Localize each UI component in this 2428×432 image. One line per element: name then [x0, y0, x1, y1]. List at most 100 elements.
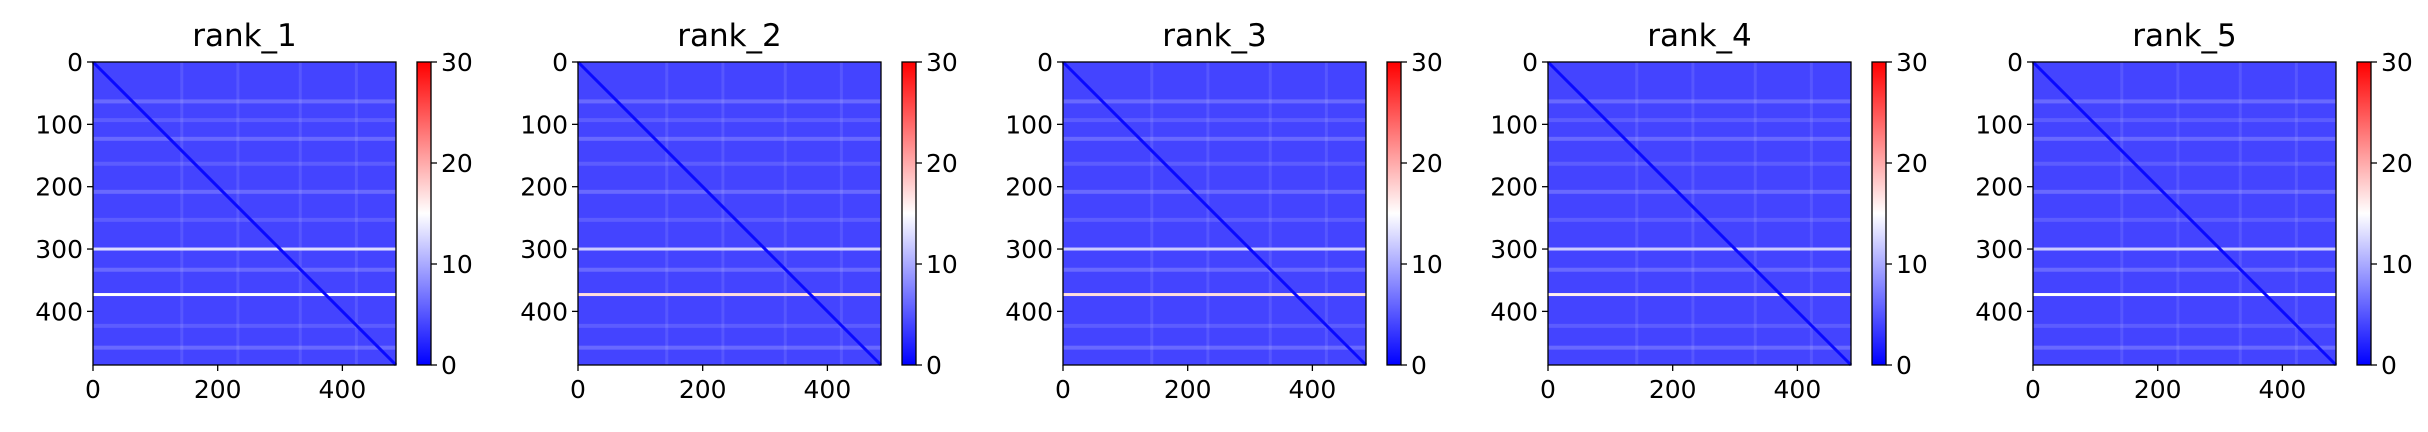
heatmap-col-band: [839, 62, 843, 365]
heatmap-row-band: [2033, 217, 2336, 222]
x-tick-label: 200: [2134, 375, 2182, 404]
y-tick-label: 100: [35, 110, 83, 139]
x-tick-label: 400: [319, 375, 367, 404]
x-tick-label: 0: [85, 375, 101, 404]
colorbar-tick-label: 10: [441, 250, 473, 279]
heatmap-col-band: [1324, 62, 1328, 365]
heatmap-row-band: [93, 161, 396, 166]
heatmap-row-band: [1063, 99, 1366, 104]
y-tick-label: 300: [1975, 235, 2023, 264]
heatmap-row-band: [578, 267, 881, 272]
panel-title: rank_2: [677, 18, 782, 54]
axes-frame: [577, 61, 882, 366]
colorbar-tick-label: 20: [1896, 149, 1928, 178]
heatmap-row-band: [2033, 189, 2336, 194]
heatmap-row-band: [93, 136, 396, 141]
heatmap-diagonal: [2031, 60, 2338, 367]
heatmap-row-band: [578, 345, 881, 350]
heatmap-row-band: [1063, 323, 1366, 328]
heatmap-row-band: [1548, 345, 1851, 350]
axes-frame: [1547, 61, 1852, 366]
colorbar-tick-label: 10: [1896, 250, 1928, 279]
colorbar: [1386, 61, 1402, 366]
y-tick-label: 400: [1005, 297, 1053, 326]
colorbar: [1871, 61, 1887, 366]
y-tick-label: 300: [35, 235, 83, 264]
heatmap-row-band: [2033, 118, 2336, 123]
heatmap-col-band: [1809, 62, 1813, 365]
heatmap-row-band: [578, 161, 881, 166]
heatmap-diagonal: [1061, 60, 1368, 367]
heatmap-feature-row: [1548, 293, 1851, 297]
heatmap-panel-1: rank_1 0 100 200 300 400 0 200 400 0 10 20 30: [35, 18, 473, 404]
heatmap-feature-row: [1548, 247, 1851, 251]
heatmap-row-band: [93, 323, 396, 328]
colorbar-tick-label: 20: [1411, 149, 1443, 178]
x-tick-label: 0: [570, 375, 586, 404]
heatmap-panel-3: rank_3 0 100 200 300 400 0 200 400 0 10 20 30: [1005, 18, 1443, 404]
heatmap-feature-row: [578, 247, 881, 251]
heatmap-panel-5: rank_5 0 100 200 300 400 0 200 400 0 10 20 30: [1975, 18, 2413, 404]
y-tick-label: 400: [35, 297, 83, 326]
heatmap-row-band: [93, 189, 396, 194]
y-tick-label: 300: [1490, 235, 1538, 264]
heatmap-row-band: [2033, 136, 2336, 141]
heatmap-col-band: [298, 62, 302, 365]
heatmap-row-band: [1548, 99, 1851, 104]
axes-frame: [2032, 61, 2337, 366]
heatmap-feature-row: [93, 247, 396, 251]
colorbar-tick-label: 30: [441, 48, 473, 77]
heatmap-row-band: [2033, 161, 2336, 166]
heatmap-row-band: [1548, 323, 1851, 328]
heatmap-diagonal: [1546, 60, 1853, 367]
heatmap-row-band: [578, 189, 881, 194]
heatmap-row-band: [1063, 345, 1366, 350]
colorbar-tick-label: 0: [1411, 351, 1427, 380]
y-tick-label: 400: [520, 297, 568, 326]
heatmap-row-band: [93, 217, 396, 222]
x-tick-label: 0: [2025, 375, 2041, 404]
heatmap-col-band: [2238, 62, 2242, 365]
heatmap-row-band: [93, 118, 396, 123]
heatmap-row-band: [1548, 136, 1851, 141]
heatmap-row-band: [93, 267, 396, 272]
panel-title: rank_1: [192, 18, 297, 54]
colorbar-tick-label: 0: [1896, 351, 1912, 380]
heatmap-row-band: [93, 345, 396, 350]
heatmap-row-band: [578, 136, 881, 141]
colorbar: [901, 61, 917, 366]
x-tick-label: 0: [1540, 375, 1556, 404]
colorbar-tick-label: 0: [441, 351, 457, 380]
heatmap-col-band: [1268, 62, 1272, 365]
y-tick-label: 200: [1005, 173, 1053, 202]
heatmap-row-band: [2033, 267, 2336, 272]
colorbar-tick-label: 30: [1896, 48, 1928, 77]
x-tick-label: 200: [1164, 375, 1212, 404]
heatmap-row-band: [1548, 118, 1851, 123]
heatmap-row-band: [1063, 161, 1366, 166]
heatmap-feature-row: [93, 293, 396, 297]
heatmap-row-band: [1063, 267, 1366, 272]
y-tick-label: 200: [35, 173, 83, 202]
x-tick-label: 0: [1055, 375, 1071, 404]
x-tick-label: 400: [804, 375, 852, 404]
colorbar-tick-label: 30: [1411, 48, 1443, 77]
heatmap-col-band: [721, 62, 725, 365]
colorbar-tick-label: 30: [2381, 48, 2413, 77]
colorbar-tick-label: 20: [2381, 149, 2413, 178]
heatmap-col-band: [2294, 62, 2298, 365]
heatmap-feature-row: [2033, 293, 2336, 297]
heatmap-row-band: [1548, 161, 1851, 166]
y-tick-label: 200: [520, 173, 568, 202]
colorbar-tick-label: 0: [926, 351, 942, 380]
heatmap-row-band: [2033, 345, 2336, 350]
y-tick-label: 400: [1490, 297, 1538, 326]
heatmap-row-band: [93, 99, 396, 104]
heatmap-diagonal: [91, 60, 398, 367]
heatmap-row-band: [1063, 189, 1366, 194]
heatmap-row-band: [1063, 136, 1366, 141]
x-tick-label: 200: [194, 375, 242, 404]
y-tick-label: 0: [2007, 48, 2023, 77]
colorbar-tick-label: 10: [926, 250, 958, 279]
